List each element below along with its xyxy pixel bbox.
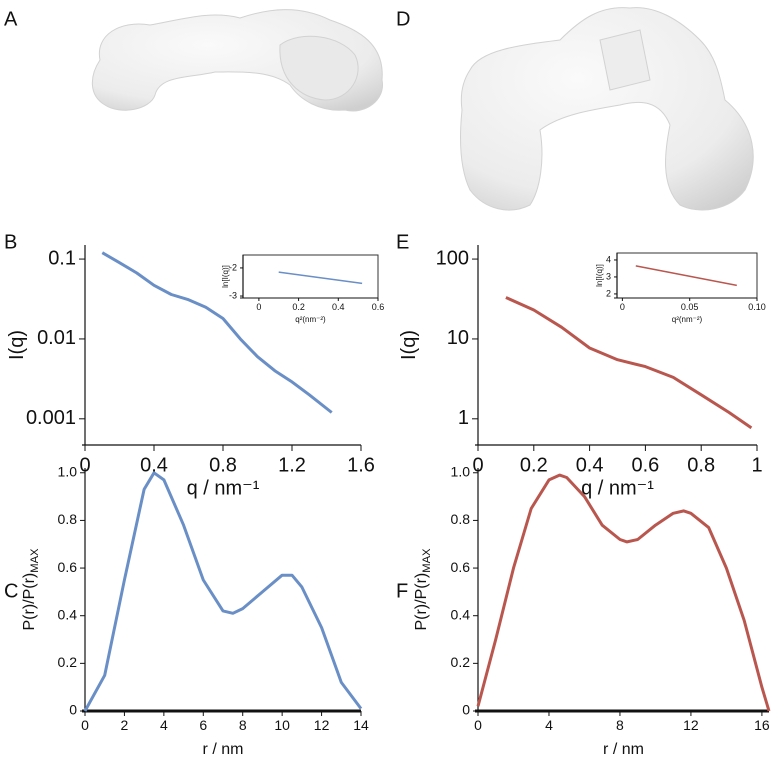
y-tick-label: 0.6: [58, 559, 78, 575]
x-tick-label: 14: [353, 717, 369, 733]
y-tick-label: 0.2: [451, 654, 471, 670]
panel-label: B: [4, 231, 17, 253]
x-tick-label: 0.8: [687, 454, 715, 476]
x-tick-label: 0.8: [209, 454, 237, 476]
x-tick-label: 0.6: [631, 454, 659, 476]
x-tick-label: 8: [239, 717, 247, 733]
y-tick-label: 0.01: [37, 327, 76, 349]
x-tick-label: 0: [472, 454, 483, 476]
y-tick-label: 4: [606, 254, 611, 264]
y-tick-label: -2: [229, 262, 237, 272]
x-tick-label: 0.05: [681, 302, 699, 312]
data-line: [505, 296, 753, 430]
y-axis-label-main: ln[I(q)]: [595, 264, 604, 287]
y-axis-label: I(q): [6, 330, 28, 360]
y-axis-label-main: I(q): [6, 330, 28, 360]
y-tick-label: 0.8: [451, 511, 471, 527]
y-tick-label: 0.1: [48, 247, 76, 269]
panel-label: A: [4, 8, 18, 30]
x-tick-label: 4: [160, 717, 168, 733]
data-line: [101, 251, 333, 414]
x-axis-label: q / nm⁻¹: [581, 477, 654, 499]
y-tick-label: 1.0: [58, 463, 78, 479]
y-axis-label-main: I(q): [398, 330, 420, 360]
x-axis-label: q / nm⁻¹: [187, 477, 260, 499]
y-axis-label-main: P(r)/P(r): [413, 573, 430, 631]
x-tick-label: 12: [314, 717, 330, 733]
y-axis-label: ln[I(q)]: [221, 265, 230, 288]
y-axis-label-sub: MAX: [421, 548, 433, 573]
x-tick-label: 1.2: [278, 454, 306, 476]
x-tick-label: 0: [474, 717, 482, 733]
x-tick-label: 10: [274, 717, 290, 733]
x-tick-label: 16: [754, 717, 770, 733]
y-tick-label: 1.0: [451, 463, 471, 479]
y-tick-label: 0.4: [451, 606, 471, 622]
x-tick-label: 0: [256, 302, 261, 312]
panel-label: C: [4, 580, 18, 602]
x-tick-label: 6: [199, 717, 207, 733]
x-tick-label: 0.4: [140, 454, 168, 476]
structure-a: [91, 9, 383, 112]
structure-d: [459, 7, 754, 211]
x-tick-label: 8: [616, 717, 624, 733]
y-tick-label: 0: [462, 702, 470, 718]
x-axis-label: q²(nm⁻²): [295, 315, 326, 324]
x-tick-label: 1: [751, 454, 762, 476]
data-line: [635, 265, 737, 287]
y-axis-label: I(q): [398, 330, 420, 360]
y-tick-label: 100: [436, 247, 469, 269]
y-tick-label: 0.8: [58, 511, 78, 527]
x-tick-label: 0: [79, 454, 90, 476]
x-axis-label: r / nm: [203, 741, 244, 758]
y-axis-label-main: ln[I(q)]: [221, 265, 230, 288]
x-tick-label: 1.6: [347, 454, 375, 476]
panel-label: F: [396, 580, 408, 602]
x-tick-label: 0: [81, 717, 89, 733]
panel-label: D: [396, 8, 410, 30]
data-line: [278, 271, 363, 285]
y-tick-label: 0.001: [26, 407, 76, 429]
y-tick-label: 0: [69, 702, 77, 718]
y-tick-label: 2: [606, 288, 611, 298]
x-tick-label: 0.4: [576, 454, 604, 476]
x-tick-label: 4: [545, 717, 553, 733]
x-tick-label: 0: [620, 302, 625, 312]
x-tick-label: 2: [121, 717, 129, 733]
x-tick-label: 12: [683, 717, 699, 733]
y-tick-label: 3: [606, 271, 611, 281]
data-line: [83, 471, 363, 712]
y-tick-label: 0.4: [58, 606, 78, 622]
y-axis-label: P(r)/P(r)MAX: [21, 548, 41, 631]
x-axis-label: r / nm: [603, 741, 644, 758]
y-tick-label: -3: [229, 290, 237, 300]
x-tick-label: 0.4: [332, 302, 345, 312]
x-tick-label: 0.2: [520, 454, 548, 476]
x-tick-label: 0.6: [372, 302, 385, 312]
y-tick-label: 0.2: [58, 654, 78, 670]
y-axis-label: P(r)/P(r)MAX: [413, 548, 433, 631]
x-tick-label: 0.10: [748, 302, 766, 312]
panel-label: E: [396, 231, 409, 253]
y-axis-label-main: P(r)/P(r): [21, 573, 38, 631]
data-line: [476, 473, 771, 712]
y-axis-label: ln[I(q)]: [595, 264, 604, 287]
y-tick-label: 0.6: [451, 559, 471, 575]
y-tick-label: 1: [458, 407, 469, 429]
y-axis-label-sub: MAX: [29, 548, 41, 573]
x-axis-label: q²(nm⁻²): [672, 315, 703, 324]
x-tick-label: 0.2: [292, 302, 305, 312]
y-tick-label: 10: [447, 327, 469, 349]
